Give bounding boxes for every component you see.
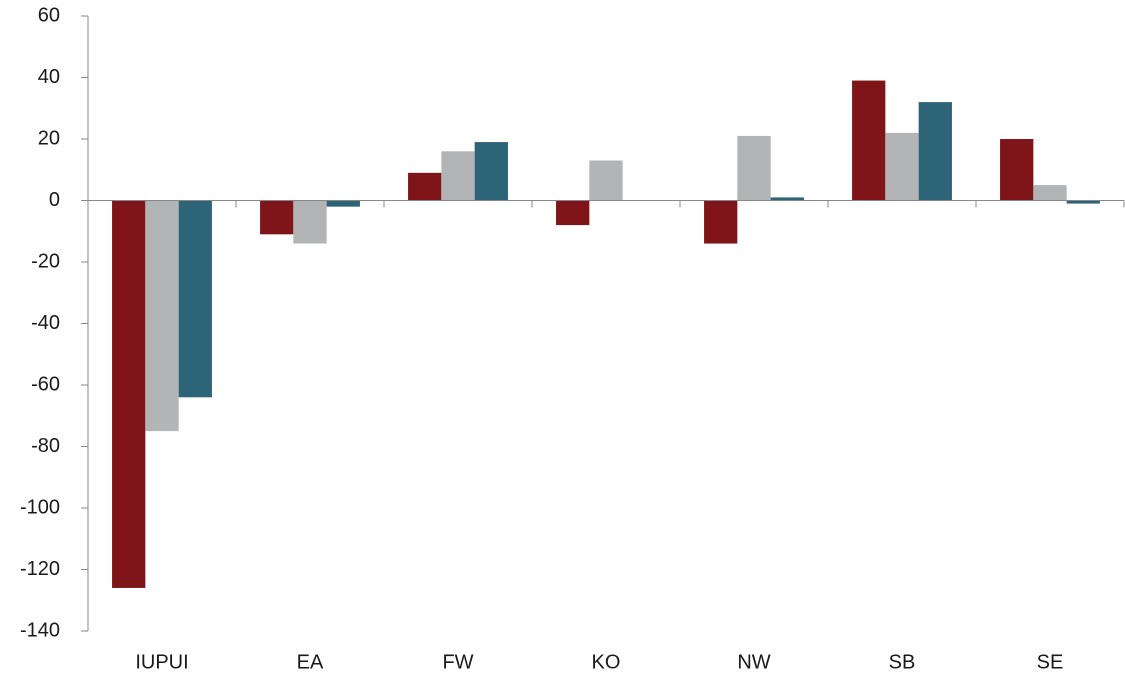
x-tick-label: SB xyxy=(889,651,916,673)
x-tick-label: FW xyxy=(442,651,473,673)
bar xyxy=(737,135,771,201)
bar xyxy=(885,132,919,201)
bar xyxy=(704,200,738,244)
x-tick-label: SE xyxy=(1037,651,1064,673)
bar xyxy=(293,200,327,244)
y-tick-label: -20 xyxy=(31,250,60,272)
bar xyxy=(589,160,623,201)
x-tick-label: KO xyxy=(592,651,621,673)
y-tick-label: -120 xyxy=(20,558,60,580)
y-tick-label: -100 xyxy=(20,496,60,518)
y-tick-label: 60 xyxy=(38,4,60,26)
bar xyxy=(145,200,179,432)
x-tick-label: NW xyxy=(737,651,770,673)
bar xyxy=(260,200,294,235)
y-tick-label: -40 xyxy=(31,312,60,334)
bar xyxy=(556,200,590,226)
bar xyxy=(1033,185,1067,201)
bar xyxy=(408,172,442,201)
y-tick-label: -80 xyxy=(31,435,60,457)
y-tick-label: 0 xyxy=(49,189,60,211)
bar xyxy=(770,197,804,201)
bar xyxy=(178,200,212,398)
x-tick-label: IUPUI xyxy=(135,651,188,673)
x-tick-label: EA xyxy=(297,651,324,673)
y-tick-label: 20 xyxy=(38,127,60,149)
bar xyxy=(112,200,146,588)
bar xyxy=(326,200,360,207)
bar xyxy=(852,80,886,201)
bar xyxy=(918,102,952,201)
bar xyxy=(1066,200,1100,204)
bar xyxy=(441,151,475,201)
bar xyxy=(1000,139,1034,201)
bar xyxy=(474,142,508,201)
y-tick-label: -60 xyxy=(31,373,60,395)
y-tick-label: 40 xyxy=(38,66,60,88)
y-tick-label: -140 xyxy=(20,619,60,641)
